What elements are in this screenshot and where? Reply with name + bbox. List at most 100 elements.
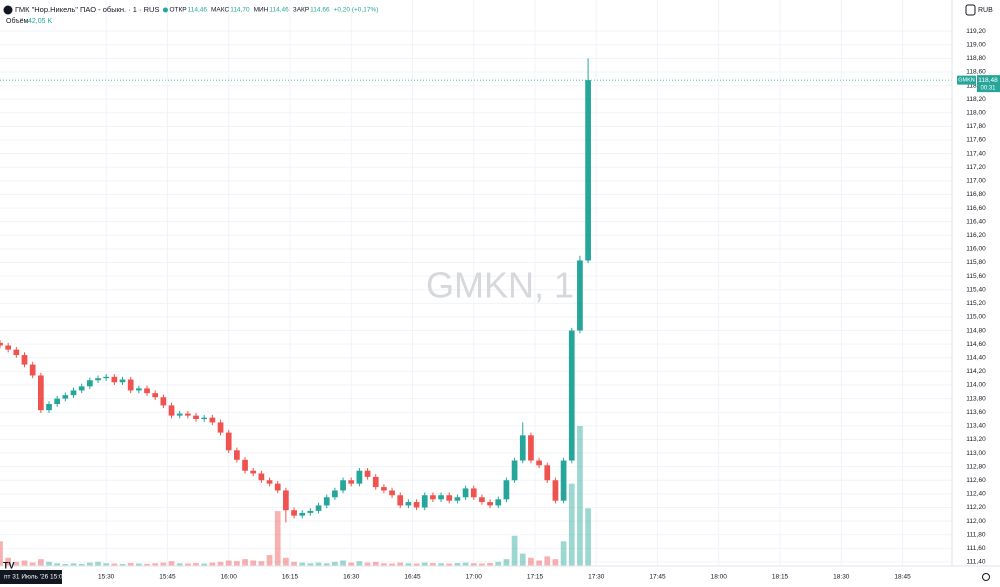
- candle-body: [421, 495, 428, 508]
- candle-body: [503, 480, 510, 500]
- volume-bar: [127, 562, 134, 566]
- currency-button[interactable]: [965, 4, 976, 16]
- volume-bar: [283, 557, 289, 566]
- candle-body: [176, 413, 183, 416]
- y-tick-label: 112,00: [966, 518, 986, 525]
- volume-bar: [78, 563, 85, 566]
- volume-bar: [307, 563, 314, 566]
- candle-body: [250, 470, 257, 474]
- volume-bar: [454, 562, 461, 566]
- y-tick-label: 113,20: [966, 436, 986, 443]
- ohlc-legend: ОТКР 114,46 МАКС 114,70 МИН 114,46 ЗАКР 114,66 +…: [162, 7, 378, 14]
- y-tick-label: 116,60: [966, 205, 986, 212]
- symbol-logo[interactable]: [3, 5, 13, 15]
- volume-bar: [503, 559, 510, 566]
- volume-bar: [29, 562, 36, 566]
- y-tick-label: 112,80: [966, 463, 986, 470]
- y-tick-label: 113,80: [966, 395, 986, 402]
- volume-bar: [5, 557, 12, 566]
- currency[interactable]: RUB: [978, 7, 993, 14]
- y-tick-label: 113,00: [966, 450, 986, 457]
- volume-value: 42,05 K: [28, 18, 52, 25]
- candle-body: [135, 388, 142, 391]
- x-tick-label: 15:30: [98, 574, 115, 581]
- date-label: пт 31 Июль '26 15:04: [4, 574, 67, 581]
- x-tick-label: 18:45: [894, 574, 911, 581]
- ohlc-label: МИН: [254, 7, 269, 14]
- ohlc-value: 114,46: [188, 7, 208, 14]
- candle-body: [323, 497, 330, 506]
- volume-bar: [405, 563, 412, 566]
- candle-body: [389, 490, 395, 496]
- candle-body: [568, 330, 575, 461]
- x-tick-label: 18:15: [772, 574, 789, 581]
- volume-bar: [528, 557, 534, 566]
- y-tick-label: 117,60: [966, 137, 986, 144]
- y-tick-label: 116,80: [966, 191, 986, 198]
- candle-body: [283, 490, 289, 511]
- volume-bar: [217, 561, 224, 566]
- volume-bar: [552, 559, 559, 566]
- y-tick-label: 118,00: [966, 110, 986, 117]
- symbol-badge: GMKN: [958, 78, 975, 84]
- candle-body: [258, 473, 265, 481]
- y-tick-label: 114,80: [966, 327, 986, 334]
- y-tick-label: 113,40: [966, 423, 986, 430]
- ohlc-value: 114,70: [230, 7, 250, 14]
- y-tick-label: 118,60: [966, 69, 986, 76]
- candle-body: [168, 405, 175, 416]
- symbol-title[interactable]: ГМК "Нор.Никель" ПАО - обыкн. · 1 · RUS: [15, 5, 159, 14]
- candle-body: [152, 393, 159, 398]
- volume-bar: [135, 563, 142, 566]
- x-tick-label: 15:45: [159, 574, 176, 581]
- volume-bar: [462, 562, 469, 566]
- candle-body: [446, 495, 453, 501]
- y-tick-label: 111,60: [967, 545, 986, 552]
- volume-bar: [95, 561, 101, 566]
- candle-body: [266, 480, 273, 484]
- candle-body: [397, 495, 404, 506]
- volume-bar: [266, 555, 273, 566]
- volume-bar: [470, 563, 477, 566]
- status-dot: [162, 7, 168, 13]
- x-tick-label: 17:15: [527, 574, 544, 581]
- volume-bar: [577, 426, 583, 566]
- candle-body: [160, 397, 167, 406]
- candle-body: [315, 505, 322, 511]
- price-badge-bg: [977, 75, 1000, 93]
- volume-bar: [234, 561, 240, 566]
- volume-bar: [438, 563, 444, 566]
- price-badge: 118,48: [978, 77, 998, 84]
- settings-button[interactable]: [982, 573, 990, 581]
- volume-bar: [168, 561, 175, 566]
- plot-area: [0, 0, 952, 566]
- countdown: 00:31: [980, 86, 996, 92]
- tv-logo[interactable]: TV: [3, 560, 15, 570]
- candle-body: [209, 417, 216, 423]
- y-tick-label: 116,40: [966, 218, 986, 225]
- candle-body: [495, 499, 502, 506]
- candle-body: [552, 480, 559, 501]
- candle-body: [217, 422, 224, 433]
- volume-bar: [495, 561, 502, 566]
- date-label-bg: [0, 570, 62, 584]
- x-tick-label: 16:45: [404, 574, 421, 581]
- volume-bar: [103, 563, 110, 566]
- volume-bar: [193, 562, 199, 566]
- volume-bar: [568, 483, 575, 566]
- volume-bar: [144, 563, 150, 566]
- y-tick-label: 115,60: [966, 273, 986, 280]
- volume-bar: [209, 562, 216, 566]
- candle-body: [332, 490, 338, 498]
- candle-body: [381, 487, 387, 491]
- symbol-badge-bg: [957, 75, 976, 85]
- y-tick-label: 116,20: [966, 232, 986, 239]
- y-tick-label: 117,40: [966, 150, 986, 157]
- candle-body: [274, 483, 281, 491]
- y-tick-label: 115,00: [966, 314, 986, 321]
- candle-body: [37, 375, 44, 411]
- candle-body: [111, 376, 118, 383]
- volume-bar: [544, 556, 551, 566]
- candle-body: [560, 460, 567, 501]
